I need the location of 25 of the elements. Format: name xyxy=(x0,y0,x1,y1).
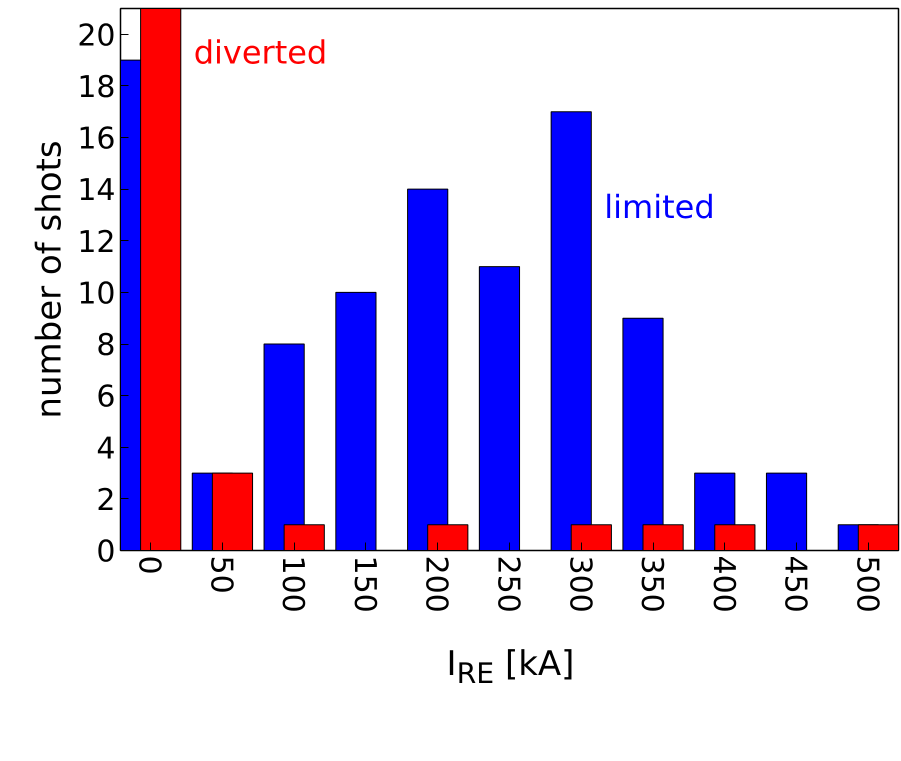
y-tick-label: 8 xyxy=(96,328,116,364)
x-tick-label: 500 xyxy=(849,556,884,613)
x-tick-label: 100 xyxy=(275,556,310,613)
y-tick-label: 16 xyxy=(77,122,116,157)
y-tick-label: 18 xyxy=(77,70,116,105)
x-tick-label: 0 xyxy=(132,556,167,575)
y-tick-label: 4 xyxy=(96,431,116,466)
y-tick-label: 2 xyxy=(96,482,116,518)
x-tick-label: 300 xyxy=(562,556,598,613)
x-tick-label: 400 xyxy=(706,556,741,613)
x-tick-label: 450 xyxy=(778,556,813,613)
y-axis-title: number of shots xyxy=(29,140,70,419)
series-label: diverted xyxy=(194,33,328,72)
x-tick-label: 150 xyxy=(346,556,382,613)
y-tick-label: 14 xyxy=(77,173,116,208)
series-label: limited xyxy=(604,188,715,226)
x-axis-title: I$_{RE}$ [kA] xyxy=(446,643,576,692)
y-tick-label: 10 xyxy=(77,276,116,312)
x-tick-label: 200 xyxy=(418,556,454,613)
y-tick-label: 20 xyxy=(77,18,116,54)
x-tick-label: 50 xyxy=(203,556,238,594)
y-tick-label: 12 xyxy=(77,224,116,260)
y-tick-label: 6 xyxy=(96,380,116,415)
x-tick-label: 350 xyxy=(634,556,670,613)
x-tick-label: 250 xyxy=(490,556,526,613)
